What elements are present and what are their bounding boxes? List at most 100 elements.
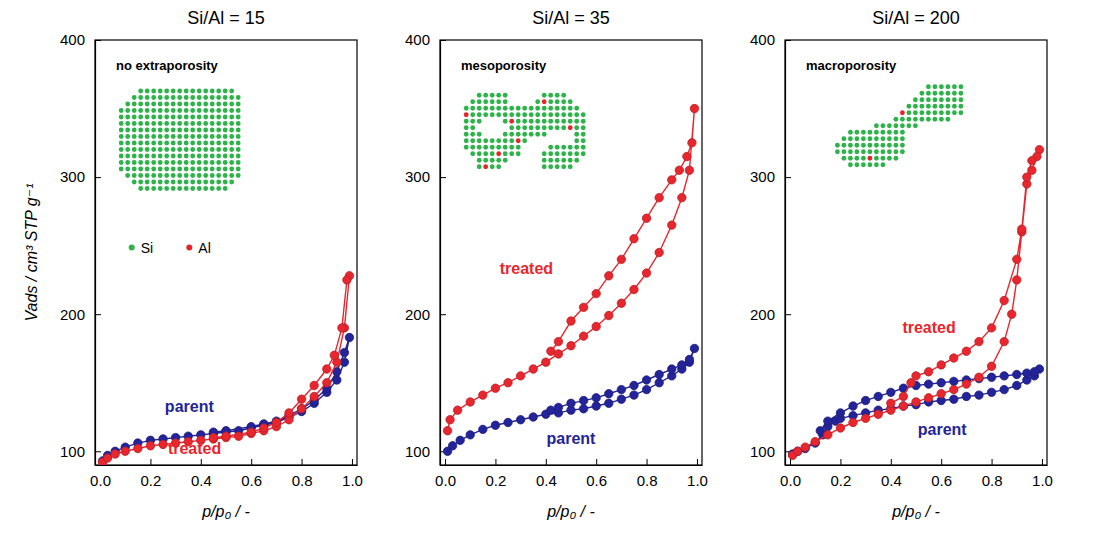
isotherm-point xyxy=(937,390,945,398)
si-atom xyxy=(132,95,137,100)
al-atom xyxy=(868,156,873,161)
isotherm-point xyxy=(987,362,995,370)
si-atom xyxy=(561,99,566,104)
si-atom xyxy=(125,108,130,113)
isotherm-point xyxy=(310,392,318,400)
si-atom xyxy=(203,108,208,113)
si-atom xyxy=(184,89,189,94)
isotherm-point xyxy=(924,368,932,376)
isotherm-point xyxy=(516,416,524,424)
y-tick: 400 xyxy=(405,31,446,48)
si-atom xyxy=(151,186,156,191)
si-atom xyxy=(151,115,156,120)
x-tick: 0.8 xyxy=(292,459,313,489)
isotherm-point xyxy=(668,176,676,184)
y-axis: 100200300400 xyxy=(405,31,446,465)
si-atom xyxy=(568,106,573,111)
si-atom xyxy=(119,154,124,159)
si-atom xyxy=(203,89,208,94)
si-atom xyxy=(568,119,573,124)
si-atom xyxy=(229,108,234,113)
si-atom xyxy=(210,108,215,113)
series-label: treated xyxy=(902,319,955,336)
x-tick-label: 1.0 xyxy=(1032,472,1053,489)
isotherm-point xyxy=(987,388,995,396)
si-atom xyxy=(138,102,143,107)
y-tick-mark xyxy=(785,314,791,315)
si-atom xyxy=(216,89,221,94)
x-tick-label: 0.8 xyxy=(292,472,313,489)
si-atom xyxy=(855,136,860,141)
al-atom xyxy=(483,164,488,169)
si-atom xyxy=(522,138,527,143)
x-tick: 0.0 xyxy=(90,459,111,489)
si-atom xyxy=(145,108,150,113)
isotherm-point xyxy=(1030,368,1038,376)
si-atom xyxy=(119,121,124,126)
si-atom xyxy=(535,119,540,124)
si-atom xyxy=(223,160,228,165)
si-atom xyxy=(184,167,189,172)
si-atom xyxy=(171,115,176,120)
si-atom xyxy=(164,134,169,139)
si-atom xyxy=(184,102,189,107)
si-atom xyxy=(542,112,547,117)
si-atom xyxy=(568,158,573,163)
si-atom xyxy=(842,143,847,148)
si-atom xyxy=(216,108,221,113)
isotherm-point xyxy=(567,317,575,325)
si-atom xyxy=(555,158,560,163)
isotherm-point xyxy=(950,395,958,403)
si-atom xyxy=(210,115,215,120)
x-tick: 0.2 xyxy=(830,459,851,489)
isotherm-point xyxy=(592,394,600,402)
si-atom xyxy=(164,128,169,133)
isotherm-point xyxy=(811,437,819,445)
si-atom xyxy=(177,154,182,159)
al-atom xyxy=(568,125,573,130)
isotherm-point xyxy=(1023,369,1031,377)
x-tick: 0.4 xyxy=(536,459,557,489)
y-tick-label: 200 xyxy=(405,305,430,322)
x-tick-label: 0.2 xyxy=(140,472,161,489)
si-atom xyxy=(874,156,879,161)
si-atom xyxy=(913,110,918,115)
si-atom xyxy=(516,112,521,117)
si-atom xyxy=(490,138,495,143)
si-atom xyxy=(535,99,540,104)
si-atom xyxy=(197,95,202,100)
si-atom xyxy=(203,173,208,178)
si-atom xyxy=(190,154,195,159)
si-atom xyxy=(158,167,163,172)
isotherm-point xyxy=(1000,337,1008,345)
si-atom xyxy=(490,106,495,111)
si-atom xyxy=(177,89,182,94)
si-atom xyxy=(184,186,189,191)
si-atom xyxy=(509,125,514,130)
isotherm-point xyxy=(340,348,348,356)
si-atom xyxy=(171,141,176,146)
si-atom xyxy=(574,138,579,143)
si-atom xyxy=(236,95,241,100)
si-atom xyxy=(197,180,202,185)
si-atom xyxy=(210,95,215,100)
si-atom xyxy=(522,106,527,111)
si-atom xyxy=(229,160,234,165)
x-axis-title: p/p₀ / - xyxy=(201,503,250,520)
si-atom xyxy=(548,125,553,130)
legend-dot xyxy=(186,245,192,251)
si-atom xyxy=(210,134,215,139)
si-atom xyxy=(529,119,534,124)
si-atom xyxy=(177,95,182,100)
si-atom xyxy=(574,119,579,124)
si-atom xyxy=(555,145,560,150)
isotherm-line xyxy=(103,338,350,461)
si-atom xyxy=(542,158,547,163)
si-atom xyxy=(848,136,853,141)
x-tick-mark xyxy=(302,459,303,465)
x-tick-label: 0.6 xyxy=(241,472,262,489)
isotherm-point xyxy=(630,235,638,243)
si-atom xyxy=(216,121,221,126)
crystal-schematic xyxy=(835,84,963,167)
si-atom xyxy=(470,125,475,130)
